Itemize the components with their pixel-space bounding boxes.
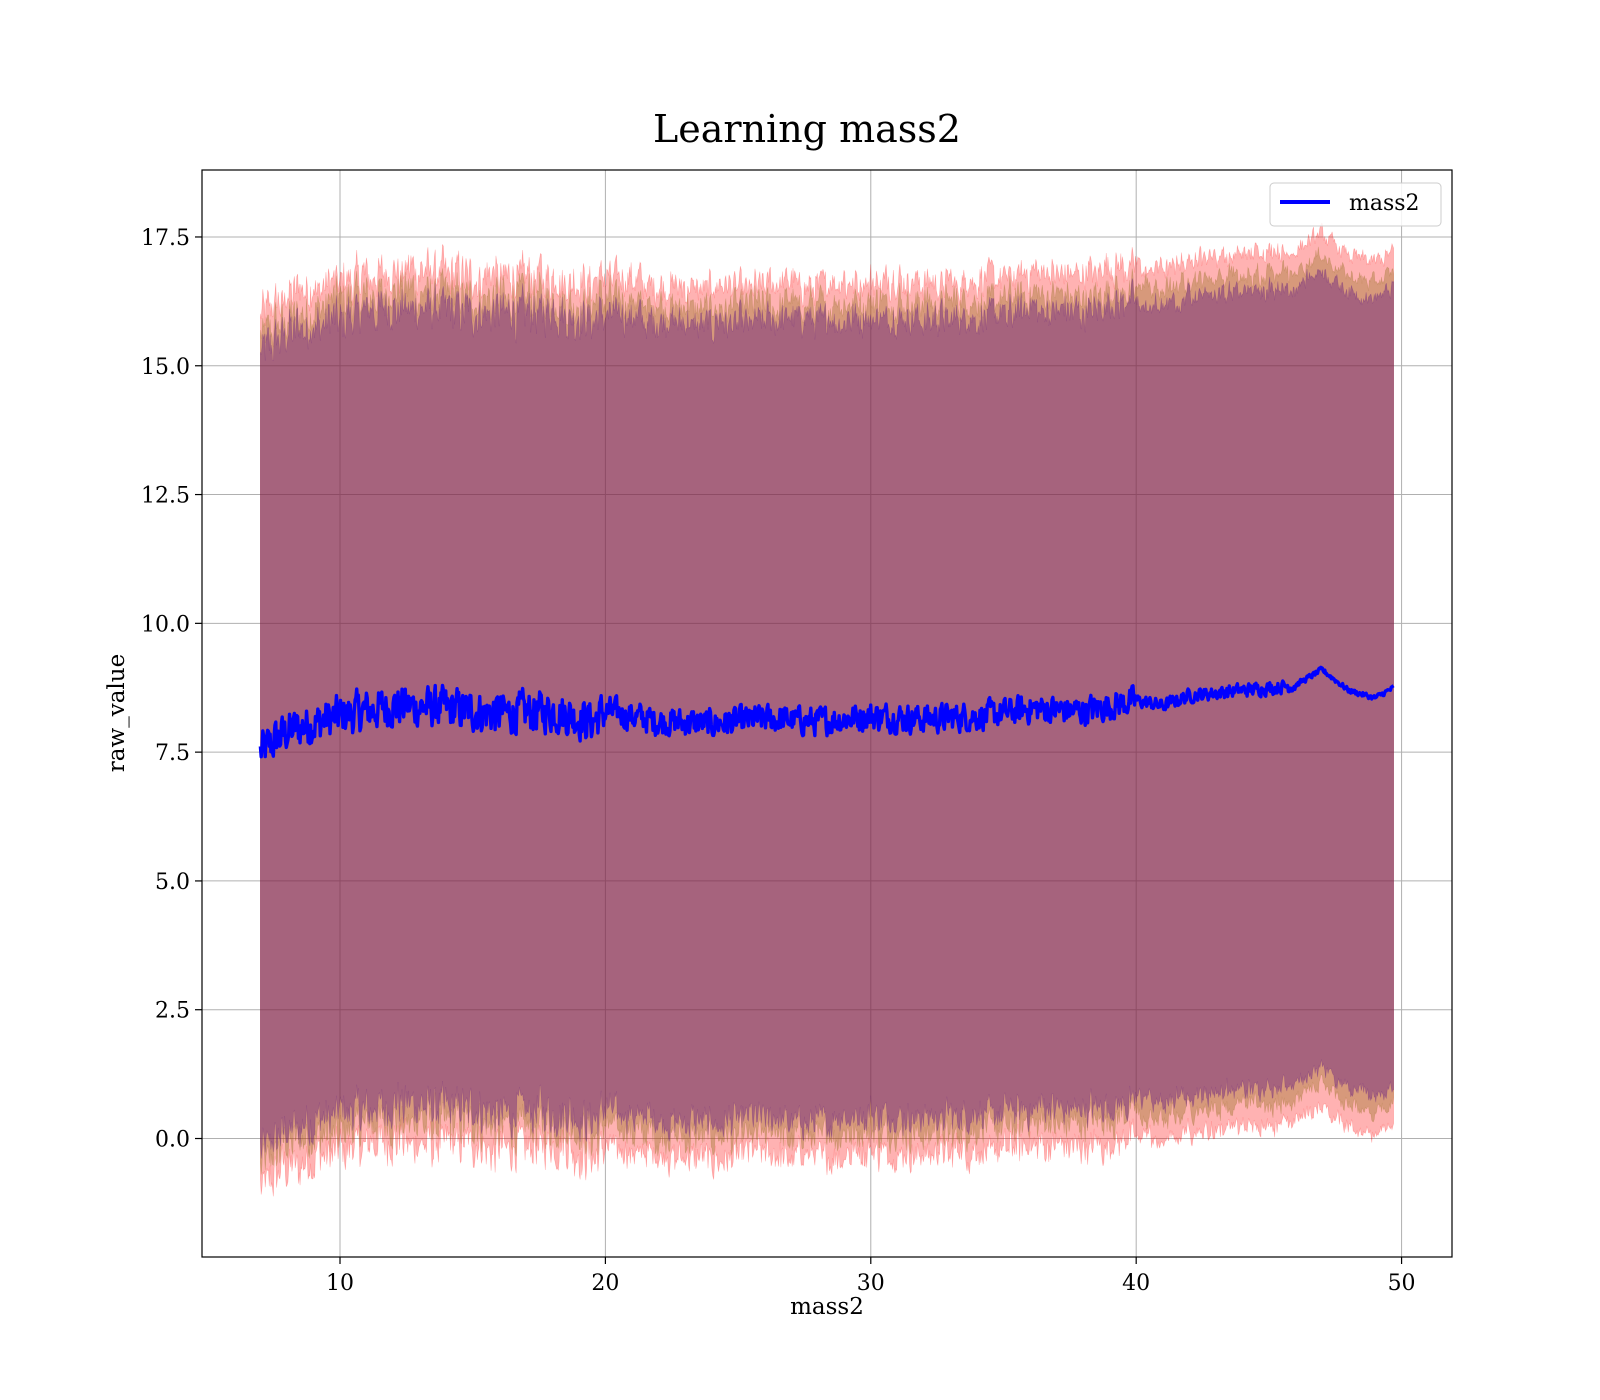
y-tick-label: 7.5 [155,741,190,766]
legend: mass2 [1269,182,1442,227]
x-tick-label: 30 [857,1271,885,1296]
x-tick-label: 20 [591,1271,619,1296]
x-axis-label: mass2 [790,1294,864,1320]
tick-layer: 10 20 30 40 50 0.0 2.5 5.0 7.5 10.0 12.5 15.0 17.5 [141,226,1416,1296]
y-tick-label: 10.0 [141,612,190,637]
legend-entry-mass2: mass2 [1349,191,1420,216]
x-tick-label: 10 [326,1271,354,1296]
legend-box [1269,182,1442,227]
plot-frame [201,169,1453,1258]
x-tick-label: 50 [1388,1271,1416,1296]
x-tick-label: 40 [1122,1271,1150,1296]
y-tick-label: 0.0 [155,1128,190,1153]
y-tick-label: 12.5 [141,484,190,509]
chart-title: Learning mass2 [653,107,961,151]
y-axis-label: raw_value [104,654,130,772]
series-line-mass2 [258,665,1395,759]
line-layer [258,665,1395,759]
y-tick-label: 17.5 [141,226,190,251]
y-tick-label: 15.0 [141,355,190,380]
y-tick-label: 2.5 [155,999,190,1024]
y-tick-label: 5.0 [155,870,190,895]
